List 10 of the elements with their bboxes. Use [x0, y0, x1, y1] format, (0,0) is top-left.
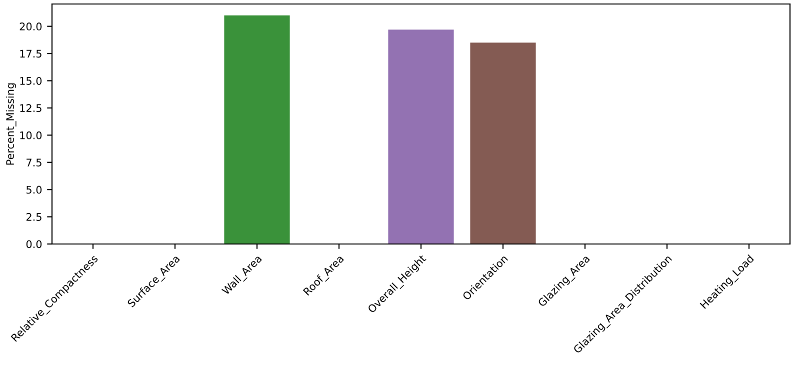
y-tick-label: 10.0: [20, 131, 42, 140]
y-tick-label: 12.5: [20, 104, 42, 112]
y-axis-title: Percent_Missing: [6, 83, 16, 165]
y-tick-label: 2.5: [26, 213, 42, 221]
y-tick-label: 15.0: [20, 76, 42, 85]
y-tick-label: 0.0: [26, 240, 42, 248]
y-tick-label: 7.5: [26, 158, 42, 166]
y-tick-label: 5.0: [26, 186, 42, 194]
y-tick-label: 20.0: [20, 22, 42, 30]
y-tick-label: 17.5: [20, 50, 42, 58]
